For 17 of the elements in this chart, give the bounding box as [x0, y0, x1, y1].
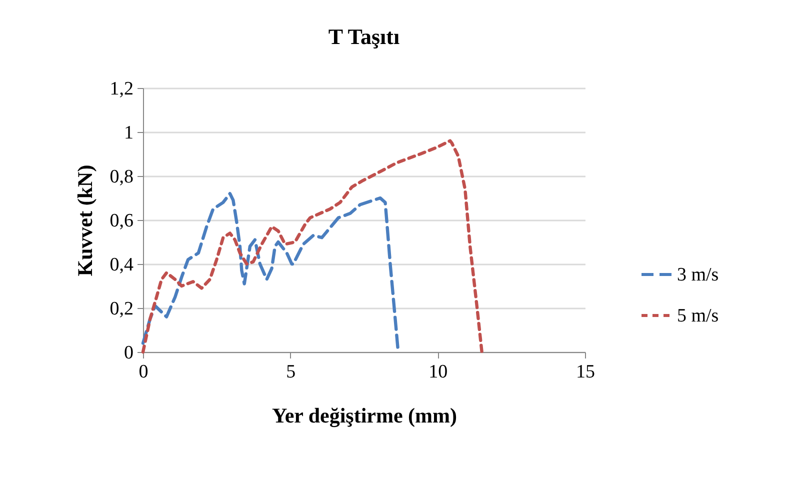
x-tick-label: 5	[286, 362, 296, 382]
y-axis-title: Kuvvet (kN)	[72, 164, 97, 276]
legend-label: 5 m/s	[677, 306, 719, 326]
legend-label: 3 m/s	[677, 264, 719, 286]
x-tick-label: 0	[138, 362, 148, 382]
x-tick-label: 15	[576, 362, 595, 382]
x-tick-label: 10	[428, 362, 448, 382]
line-series	[141, 139, 484, 354]
y-tick-label: 1	[124, 122, 134, 144]
y-tick-label: 0,2	[110, 298, 134, 320]
y-tick-label: 0,4	[110, 254, 134, 276]
y-tick-label: 0,6	[110, 210, 134, 232]
y-tick-label: 0	[124, 342, 134, 364]
chart-title: T Taşıtı	[328, 24, 400, 49]
y-tick-label: 0,8	[110, 166, 134, 188]
y-tick-label: 1,2	[110, 78, 134, 100]
x-axis-title: Yer değiştirme (mm)	[272, 404, 458, 428]
